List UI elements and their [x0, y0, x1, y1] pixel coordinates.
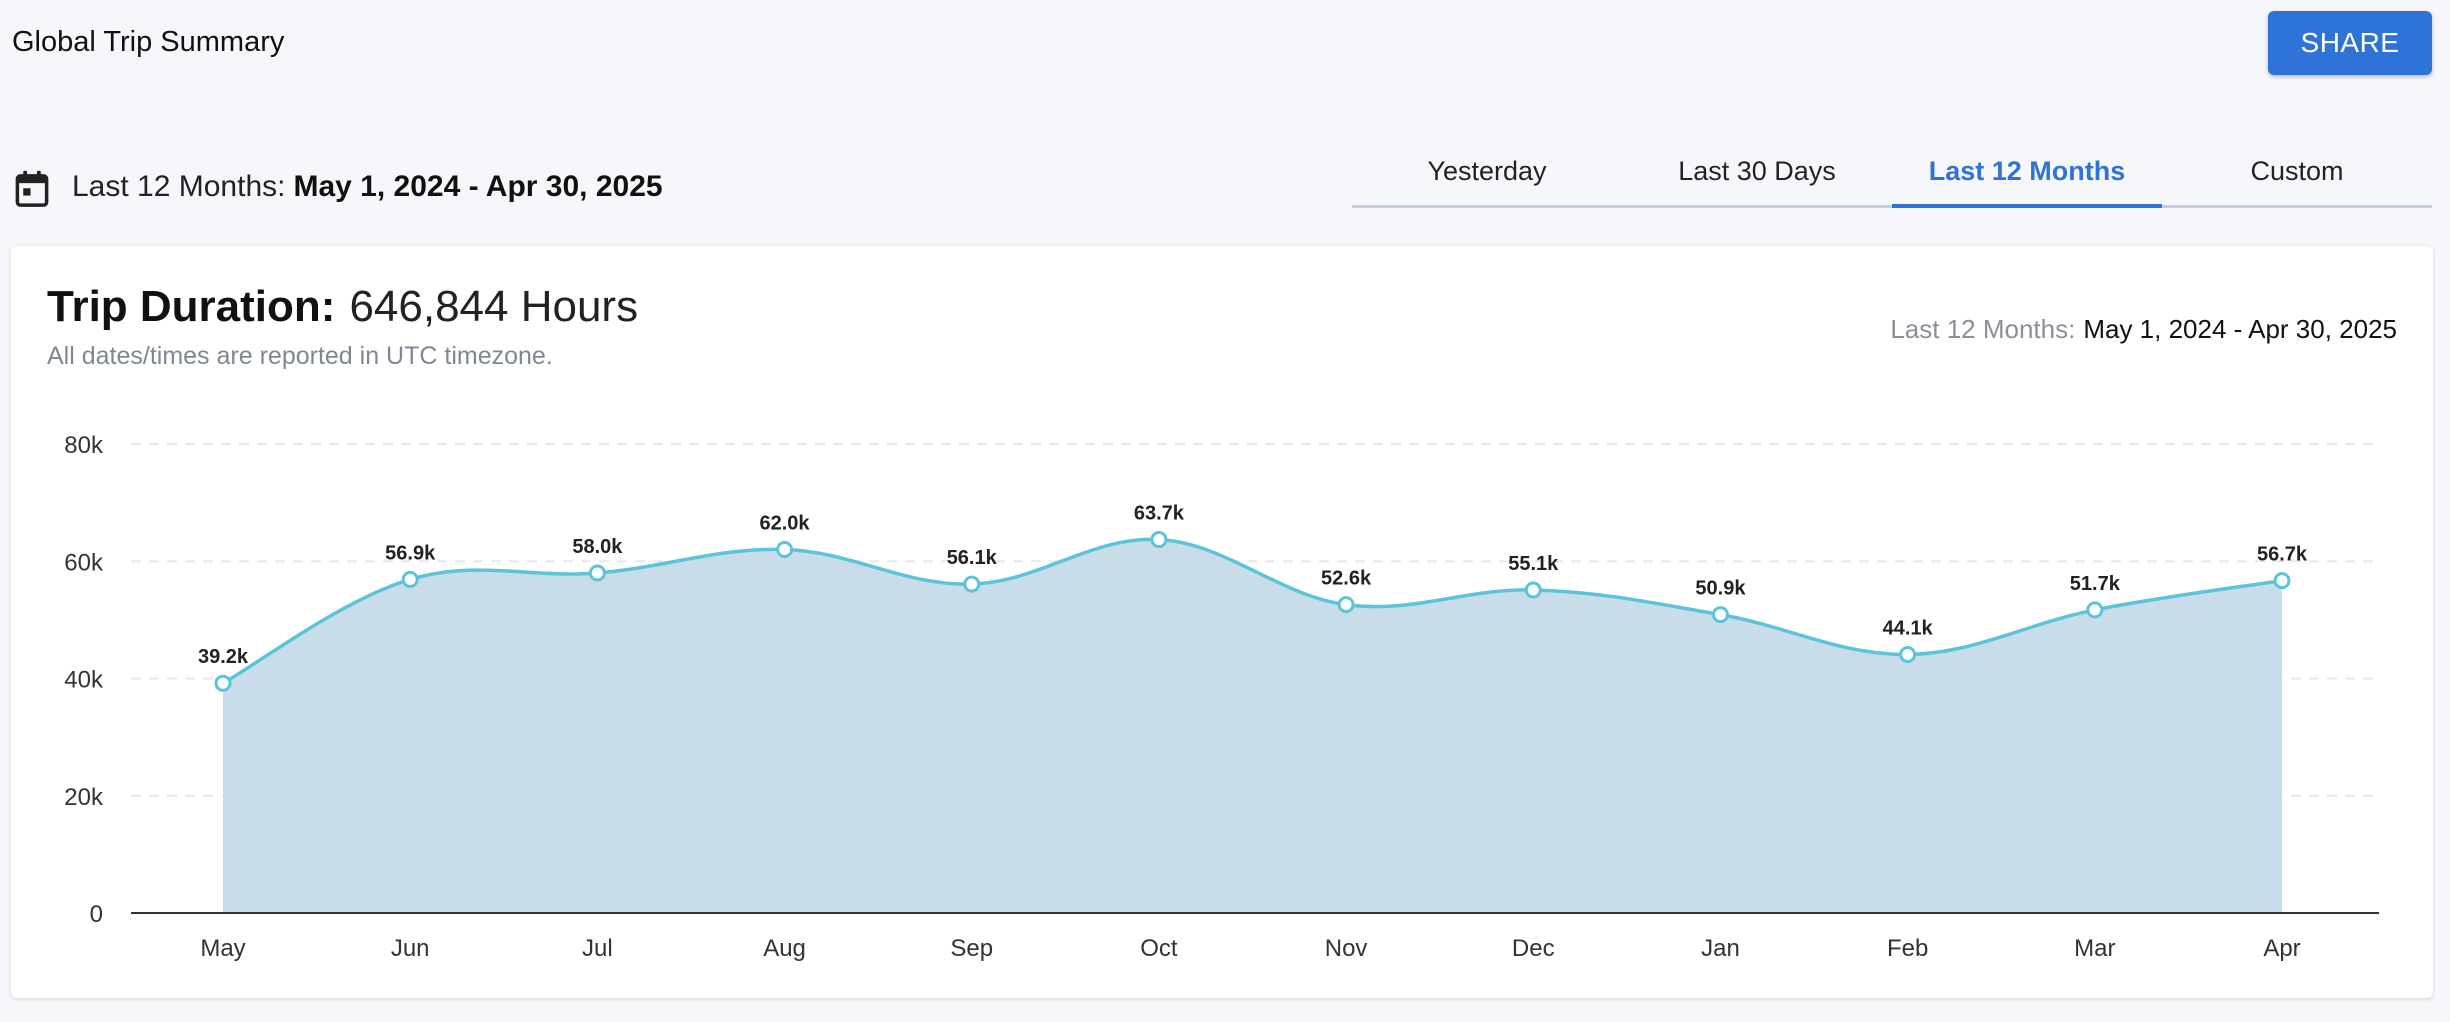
tab-last-30-days[interactable]: Last 30 Days: [1678, 156, 1836, 186]
card-range-label: Last 12 Months:: [1890, 314, 2076, 344]
data-label: 52.6k: [1321, 568, 1372, 590]
data-point: [1711, 606, 1729, 624]
share-button[interactable]: SHARE: [2268, 11, 2432, 75]
calendar-icon: [15, 170, 49, 207]
y-tick-label: 80k: [64, 432, 104, 459]
data-label: 44.1k: [1883, 617, 1934, 639]
data-label: 56.7k: [2257, 544, 2308, 566]
card-range-value: May 1, 2024 - Apr 30, 2025: [2083, 314, 2397, 344]
x-tick-label: Jun: [391, 935, 430, 962]
tab-yesterday[interactable]: Yesterday: [1427, 156, 1547, 186]
data-label: 62.0k: [760, 513, 811, 535]
x-tick-label: Nov: [1325, 935, 1368, 962]
data-label: 39.2k: [198, 646, 249, 668]
data-label: 58.0k: [572, 536, 623, 558]
range-tabs: Yesterday Last 30 Days Last 12 Months Cu…: [1352, 140, 2432, 208]
page-title: Global Trip Summary: [12, 26, 285, 58]
selected-range: Last 12 Months: May 1, 2024 - Apr 30, 202…: [72, 170, 663, 204]
tab-custom[interactable]: Custom: [2250, 156, 2344, 186]
data-point: [214, 674, 232, 692]
x-tick-label: May: [200, 935, 245, 962]
x-tick-label: Dec: [1512, 935, 1555, 962]
x-tick-label: Oct: [1140, 935, 1178, 962]
metric-label: Trip Duration:: [47, 282, 336, 331]
trip-duration-card: Trip Duration: 646,844 Hours All dates/ti…: [11, 246, 2433, 998]
y-tick-label: 0: [90, 901, 103, 928]
selected-range-label: Last 12 Months:: [72, 170, 286, 203]
x-tick-label: Jan: [1701, 935, 1740, 962]
card-title: Trip Duration: 646,844 Hours: [47, 282, 638, 332]
data-point: [1899, 645, 1917, 663]
tab-last-12-months[interactable]: Last 12 Months: [1892, 140, 2162, 208]
card-range: Last 12 Months: May 1, 2024 - Apr 30, 202…: [1890, 314, 2397, 345]
x-tick-label: Feb: [1887, 935, 1928, 962]
series-line: [222, 537, 2283, 685]
data-point: [1524, 581, 1542, 599]
data-label: 56.1k: [947, 547, 998, 569]
timezone-note: All dates/times are reported in UTC time…: [47, 342, 553, 370]
x-tick-label: Aug: [763, 935, 806, 962]
data-point: [776, 541, 794, 559]
data-point: [963, 575, 981, 593]
data-label: 51.7k: [2070, 573, 2121, 595]
data-label: 55.1k: [1508, 553, 1559, 575]
data-point: [401, 570, 419, 588]
data-point: [2273, 572, 2291, 590]
data-point: [1337, 596, 1355, 614]
data-point: [2086, 601, 2104, 619]
series-area: [223, 539, 2282, 913]
y-tick-label: 40k: [64, 667, 104, 694]
data-label: 50.9k: [1695, 578, 1746, 600]
y-tick-label: 20k: [64, 784, 104, 811]
metric-value: 646,844 Hours: [349, 282, 639, 331]
x-tick-label: Apr: [2263, 935, 2300, 962]
date-range-row: Last 12 Months: May 1, 2024 - Apr 30, 202…: [0, 140, 2450, 240]
trip-duration-chart: 0 20k 40k 60k 80k 39.2k May 56.9k Jun 58.0k Jul 62.…: [64, 432, 2379, 962]
data-label: 56.9k: [385, 542, 436, 564]
x-tick-label: Mar: [2074, 935, 2115, 962]
x-tick-label: Sep: [950, 935, 993, 962]
selected-range-value: May 1, 2024 - Apr 30, 2025: [293, 170, 663, 203]
top-bar: Global Trip Summary SHARE: [0, 0, 2450, 90]
x-tick-label: Jul: [582, 935, 613, 962]
data-point: [588, 564, 606, 582]
y-tick-label: 60k: [64, 549, 104, 576]
data-label: 63.7k: [1134, 503, 1185, 525]
data-point: [1150, 531, 1168, 549]
